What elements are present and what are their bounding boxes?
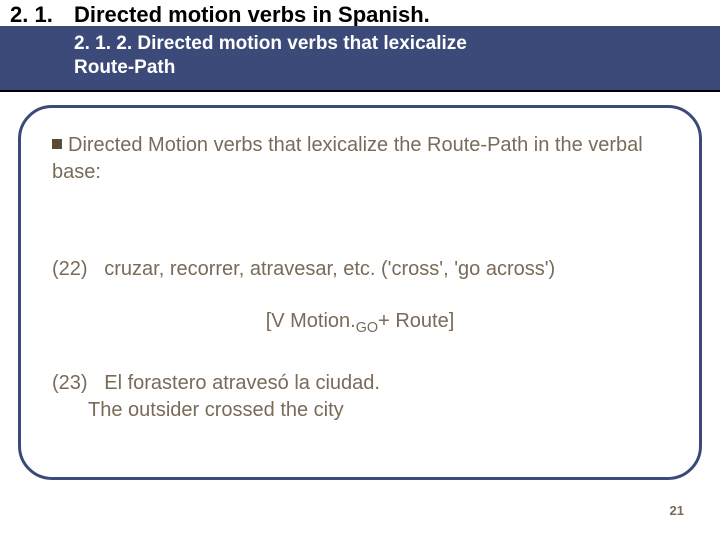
- sub-title-line1: Directed motion verbs that lexicalize: [137, 33, 466, 54]
- sub-heading: 2. 1. 2. Directed motion verbs that lexi…: [74, 32, 467, 80]
- ex23-translation: The outsider crossed the city: [88, 397, 680, 424]
- ex23-text: El forastero atravesó la ciudad.: [104, 372, 380, 394]
- bullet-icon: [52, 139, 62, 149]
- sub-number: 2. 1. 2.: [74, 33, 132, 54]
- intro-text: Directed Motion verbs that lexicalize th…: [52, 132, 680, 186]
- ex23-label: (23): [52, 372, 88, 394]
- formula-post: + Route]: [378, 310, 454, 332]
- intro-body: Directed Motion verbs that lexicalize th…: [52, 134, 643, 183]
- section-title: Directed motion verbs in Spanish.: [74, 2, 430, 28]
- formula-pre: [V Motion.: [266, 310, 356, 332]
- formula: [V Motion.GO+ Route]: [0, 310, 720, 336]
- sub-band: 2. 1. 2. Directed motion verbs that lexi…: [0, 26, 720, 90]
- formula-sub: GO: [356, 320, 378, 336]
- slide: 2. 1. Directed motion verbs in Spanish. …: [0, 0, 720, 540]
- header-band: 2. 1. Directed motion verbs in Spanish. …: [0, 0, 720, 92]
- ex22-text: cruzar, recorrer, atravesar, etc. ('cros…: [104, 258, 555, 280]
- example-22: (22) cruzar, recorrer, atravesar, etc. (…: [52, 258, 680, 281]
- section-number: 2. 1.: [10, 2, 53, 28]
- ex22-label: (22): [52, 258, 88, 280]
- example-23: (23) El forastero atravesó la ciudad. Th…: [52, 370, 680, 424]
- sub-title-line2: Route-Path: [74, 57, 175, 78]
- page-number: 21: [670, 503, 684, 518]
